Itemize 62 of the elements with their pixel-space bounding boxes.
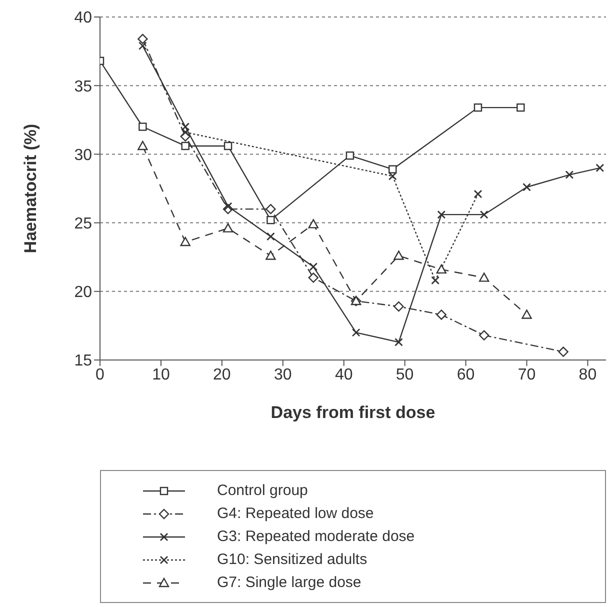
point <box>522 182 531 192</box>
legend-label: G4: Repeated low dose <box>217 505 374 522</box>
point <box>138 122 147 131</box>
point <box>266 232 275 241</box>
point <box>266 204 276 214</box>
y-tick-label: 30 <box>74 146 92 164</box>
point <box>266 250 276 260</box>
point <box>388 165 397 174</box>
point <box>478 330 490 340</box>
point <box>565 170 574 179</box>
point <box>181 142 190 150</box>
point <box>224 142 232 150</box>
point <box>436 264 446 274</box>
point <box>480 210 488 219</box>
legend-label: G3: Repeated moderate dose <box>217 528 415 545</box>
point <box>138 140 148 150</box>
y-axis-title: Haematocrit (%) <box>21 124 40 254</box>
point <box>222 223 234 232</box>
legend-label: G7: Single large dose <box>217 574 362 591</box>
y-tick-label: 15 <box>74 352 92 370</box>
point <box>224 202 232 211</box>
point <box>431 276 440 285</box>
x-tick-label: 30 <box>274 366 292 384</box>
point <box>474 190 482 198</box>
point <box>266 216 275 224</box>
point <box>436 310 446 320</box>
x-tick-label: 60 <box>456 366 475 384</box>
point <box>309 262 318 271</box>
y-tick-label: 25 <box>74 215 92 232</box>
y-tick-label: 20 <box>74 284 92 302</box>
point <box>437 210 446 219</box>
point <box>388 172 397 180</box>
point <box>138 42 147 50</box>
legend-label: Control group <box>217 482 308 499</box>
x-tick-label: 70 <box>518 366 536 384</box>
point <box>138 34 148 44</box>
point <box>596 164 604 172</box>
x-tick-label: 10 <box>152 366 170 384</box>
point <box>394 338 403 346</box>
x-tick-label: 0 <box>96 366 105 384</box>
x-axis-title: Days from first dose <box>270 403 436 422</box>
point <box>181 122 190 131</box>
point <box>516 103 525 112</box>
point <box>308 272 318 283</box>
y-tick-label: 40 <box>74 10 92 27</box>
x-tick-label: 40 <box>334 366 353 384</box>
point <box>558 346 568 357</box>
legend-label: G10: Sensitized adults <box>217 551 368 568</box>
point <box>394 250 404 260</box>
point <box>180 236 190 246</box>
point <box>346 151 354 160</box>
point <box>352 328 360 337</box>
point <box>308 219 318 228</box>
point <box>394 301 404 312</box>
x-tick-label: 50 <box>396 366 414 384</box>
point <box>181 128 190 136</box>
point <box>478 272 490 282</box>
point <box>522 310 532 319</box>
point <box>474 103 482 112</box>
x-tick-label: 80 <box>578 366 597 384</box>
y-tick-label: 35 <box>74 78 92 96</box>
x-tick-label: 20 <box>213 366 231 384</box>
